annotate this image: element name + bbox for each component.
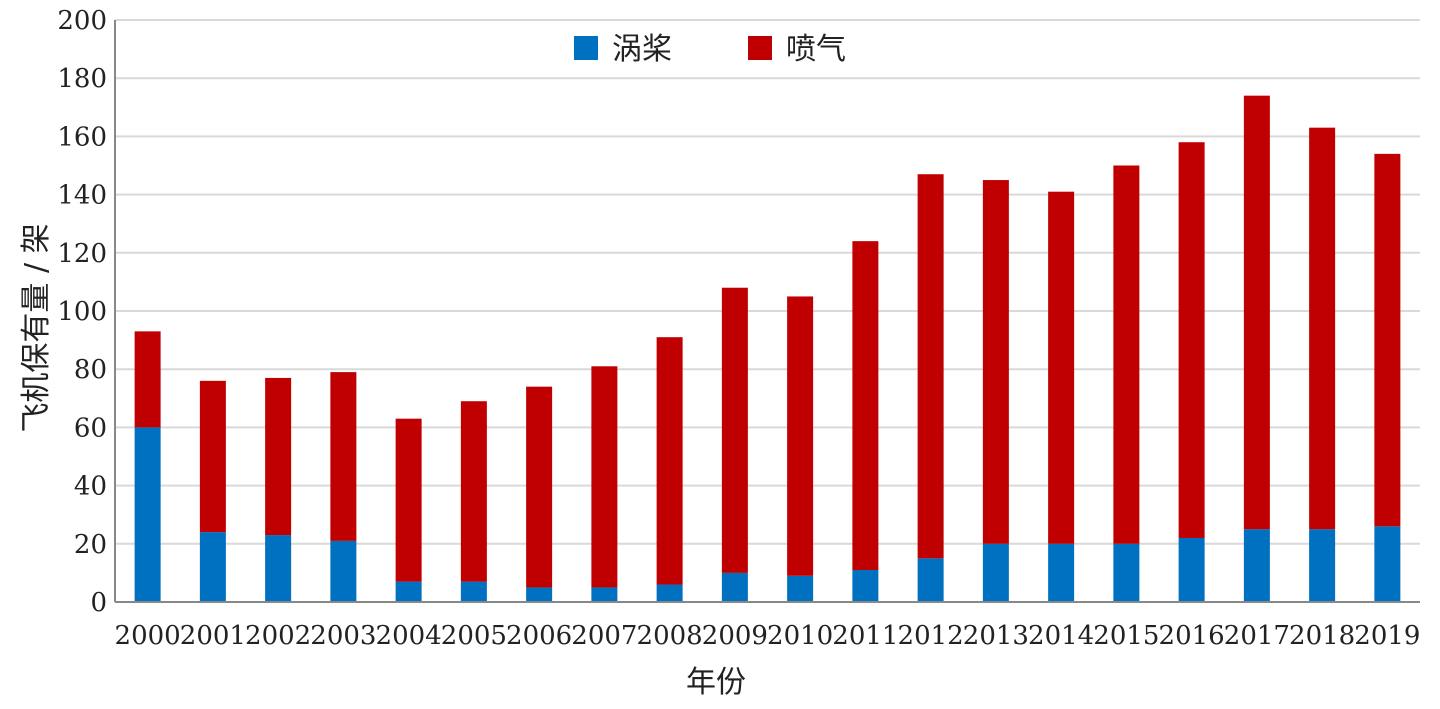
- bar-turboprop-2006: [526, 587, 553, 602]
- x-tick-label: 2019: [1354, 621, 1420, 651]
- bars: [134, 95, 1401, 602]
- legend: 涡桨 喷气: [574, 32, 846, 67]
- x-tick-label: 2014: [1028, 621, 1094, 651]
- bar-jet-2000: [134, 331, 161, 428]
- x-tick-label: 2016: [1159, 621, 1225, 651]
- bar-jet-2007: [591, 366, 618, 588]
- x-axis-title: 年份: [686, 665, 746, 700]
- x-tick-label: 2006: [506, 621, 572, 651]
- y-tick-labels: 0 20 40 60 80 100 120 140 160 180 200: [57, 6, 107, 618]
- bar-turboprop-2017: [1243, 529, 1270, 602]
- bar-turboprop-2005: [460, 581, 487, 602]
- bar-turboprop-2001: [199, 532, 226, 602]
- y-tick-label: 20: [74, 530, 107, 560]
- bar-jet-2013: [982, 180, 1009, 544]
- bar-turboprop-2016: [1178, 537, 1205, 602]
- y-tick-label: 180: [57, 64, 107, 94]
- x-tick-label: 2002: [245, 621, 311, 651]
- bar-turboprop-2010: [787, 575, 814, 602]
- y-tick-label: 0: [90, 588, 107, 618]
- bar-jet-2014: [1048, 191, 1075, 544]
- bar-jet-2002: [265, 377, 292, 536]
- x-tick-label: 2003: [310, 621, 376, 651]
- x-tick-label: 2013: [963, 621, 1029, 651]
- legend-label-jet: 喷气: [786, 32, 846, 67]
- x-tick-label: 2008: [637, 621, 703, 651]
- x-tick-label: 2018: [1289, 621, 1355, 651]
- y-tick-label: 120: [57, 239, 107, 269]
- bar-jet-2017: [1243, 95, 1270, 530]
- y-tick-label: 80: [74, 355, 107, 385]
- axes: [114, 20, 1420, 603]
- y-tick-label: 160: [57, 122, 107, 152]
- x-tick-label: 2017: [1224, 621, 1290, 651]
- y-tick-label: 100: [57, 297, 107, 327]
- bar-jet-2011: [852, 241, 879, 570]
- bar-jet-2012: [917, 174, 944, 559]
- x-tick-labels: 2000 2001 2002 2003 2004 2005 2006 2007 2008 2009…: [115, 621, 1421, 651]
- bar-turboprop-2007: [591, 587, 618, 602]
- bar-jet-2019: [1374, 153, 1401, 527]
- bar-jet-2009: [721, 287, 748, 573]
- x-tick-label: 2012: [898, 621, 964, 651]
- x-tick-label: 2010: [767, 621, 833, 651]
- bar-jet-2018: [1309, 127, 1336, 530]
- bar-jet-2005: [460, 401, 487, 582]
- x-tick-label: 2000: [115, 621, 181, 651]
- y-tick-label: 200: [57, 6, 107, 36]
- x-tick-label: 2001: [180, 621, 246, 651]
- bar-jet-2006: [526, 386, 553, 588]
- x-tick-label: 2004: [376, 621, 442, 651]
- bar-jet-2015: [1113, 165, 1140, 544]
- x-tick-label: 2007: [571, 621, 637, 651]
- bar-jet-2016: [1178, 142, 1205, 538]
- bar-turboprop-2019: [1374, 526, 1401, 602]
- x-tick-label: 2009: [702, 621, 768, 651]
- legend-swatch-turboprop: [574, 36, 598, 60]
- bar-turboprop-2013: [982, 543, 1009, 602]
- bar-turboprop-2003: [330, 540, 357, 602]
- x-tick-label: 2005: [441, 621, 507, 651]
- bar-turboprop-2018: [1309, 529, 1336, 602]
- bar-jet-2003: [330, 372, 357, 541]
- bar-jet-2004: [395, 418, 422, 582]
- bar-turboprop-2011: [852, 569, 879, 602]
- bar-turboprop-2008: [656, 584, 683, 602]
- grid-lines: [115, 19, 1420, 545]
- bar-turboprop-2004: [395, 581, 422, 602]
- y-tick-label: 60: [74, 413, 107, 443]
- bar-turboprop-2015: [1113, 543, 1140, 602]
- bar-turboprop-2002: [265, 535, 292, 602]
- bar-turboprop-2012: [917, 558, 944, 602]
- legend-label-turboprop: 涡桨: [612, 32, 672, 67]
- bar-turboprop-2000: [134, 427, 161, 602]
- x-tick-label: 2011: [832, 621, 898, 651]
- y-tick-label: 40: [74, 472, 107, 502]
- bar-jet-2008: [656, 337, 683, 585]
- y-tick-label: 140: [57, 181, 107, 211]
- bar-jet-2001: [199, 380, 226, 533]
- y-axis-title: 飞机保有量 / 架: [19, 223, 54, 432]
- bar-turboprop-2014: [1048, 543, 1075, 602]
- bar-jet-2010: [787, 296, 814, 576]
- bar-turboprop-2009: [721, 572, 748, 602]
- x-tick-label: 2015: [1093, 621, 1159, 651]
- legend-swatch-jet: [748, 36, 772, 60]
